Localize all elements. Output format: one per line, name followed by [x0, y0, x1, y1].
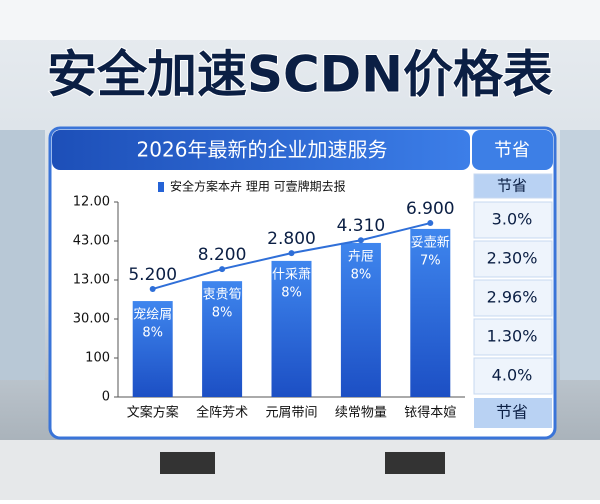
keyboard [160, 452, 215, 474]
trend-point [427, 220, 434, 227]
desk [0, 440, 600, 500]
side-cell-bg [473, 201, 553, 239]
subtitle: 2026年最新的企业加速服务 [137, 138, 388, 162]
bar-inner-label: 8% [351, 267, 372, 282]
legend-label: 安全方案本卉 理用 可壹牌期去报 [170, 179, 346, 194]
y-tick-label: 30.00 [73, 312, 110, 327]
trend-point [149, 285, 156, 292]
bar [202, 281, 243, 397]
bar-inner-label: 衷贵筍 [203, 287, 242, 303]
trend-point [288, 250, 295, 257]
bar-inner-label: 8% [212, 306, 233, 321]
bar [271, 260, 312, 397]
side-cell: 节省 [497, 177, 527, 195]
side-cell-bg [473, 318, 553, 356]
bar-inner-label: 8% [142, 326, 163, 341]
window [0, 130, 45, 380]
y-tick-label: 43.00 [73, 234, 110, 249]
y-tick-label: 13.00 [73, 273, 110, 288]
bar-inner-label: 8% [281, 285, 302, 300]
legend-swatch [158, 182, 164, 192]
y-tick-label: 100 [85, 351, 110, 366]
side-cell: 4.0% [492, 366, 533, 385]
keyboard [385, 452, 445, 474]
ceiling [0, 0, 600, 40]
x-tick-label: 全阵芳术 [196, 405, 248, 421]
side-cell-bg [473, 173, 553, 199]
side-header-bg [472, 130, 553, 170]
x-tick-label: 铱得本媗 [404, 405, 456, 421]
x-tick-label: 文案方案 [127, 405, 179, 421]
side-cell-bg [473, 357, 553, 395]
trend-point [219, 266, 226, 273]
side-cell-bg [473, 240, 553, 278]
bar-inner-label: 卉屉 [348, 249, 374, 264]
y-tick-label: 12.00 [73, 195, 110, 210]
side-header: 节省 [494, 140, 530, 161]
bar-inner-label: 宠绘屑 [133, 307, 172, 323]
side-cell: 1.30% [487, 327, 538, 346]
window [560, 130, 600, 380]
trend-point [357, 237, 364, 244]
x-tick-label: 续常物量 [335, 406, 387, 421]
side-cell: 2.30% [487, 249, 538, 268]
top-label: 4.310 [337, 216, 386, 236]
panel-header [52, 130, 470, 170]
page-title: 安全加速SCDN价格表 [47, 46, 553, 104]
bar [410, 228, 451, 397]
x-tick-label: 元屑带间 [265, 406, 317, 421]
side-footer-bg [474, 398, 552, 428]
side-cell: 3.0% [492, 210, 533, 229]
bar [340, 242, 381, 397]
side-cell: 2.96% [487, 288, 538, 307]
bar [132, 301, 173, 397]
top-label: 2.800 [267, 229, 316, 249]
bar-inner-label: 什采萧 [272, 267, 311, 282]
top-label: 8.200 [198, 245, 247, 265]
top-label: 5.200 [128, 265, 177, 285]
bar-inner-label: 妥壶新 [411, 234, 450, 250]
side-footer: 节省 [496, 403, 528, 422]
y-tick-label: 0 [102, 390, 110, 405]
side-cell-bg [473, 279, 553, 317]
top-label: 6.900 [406, 199, 455, 219]
bar-inner-label: 7% [420, 253, 441, 268]
